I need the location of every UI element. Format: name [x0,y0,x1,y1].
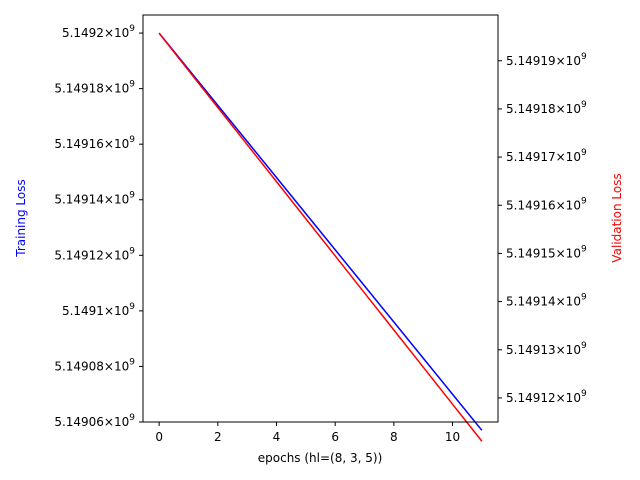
right-axis-label: Validation Loss [610,173,624,262]
left-tick-label: 5.14914×109 [54,191,135,207]
left-axis-label: Training Loss [14,179,28,257]
x-axis: 0 2 4 6 8 10 [155,422,460,444]
x-tick-label: 2 [214,430,222,444]
left-tick-label: 5.1492×109 [62,24,135,40]
left-tick-label: 5.14918×109 [54,80,135,96]
x-tick-label: 4 [273,430,281,444]
x-axis-label: epochs (hl=(8, 3, 5)) [258,451,383,465]
x-tick-label: 0 [155,430,163,444]
right-tick-label: 5.14918×109 [506,100,587,116]
right-tick-label: 5.14917×109 [506,148,587,164]
right-tick-label: 5.14916×109 [506,196,587,212]
left-tick-label: 5.14912×109 [54,246,135,262]
right-tick-label: 5.14914×109 [506,293,587,309]
right-tick-label: 5.14912×109 [506,389,587,405]
training-loss-line [158,32,483,431]
left-tick-label: 5.1491×109 [62,302,135,318]
right-tick-label: 5.14919×109 [506,52,587,68]
x-tick-label: 6 [331,430,339,444]
x-tick-label: 8 [390,430,398,444]
left-tick-label: 5.14906×109 [54,413,135,429]
right-tick-label: 5.14915×109 [506,244,587,260]
plot-lines [158,32,483,442]
plot-frame [142,14,499,423]
left-y-axis: 5.1492×109 5.14918×109 5.14916×109 5.14914×… [54,24,143,429]
right-tick-label: 5.14913×109 [506,341,587,357]
x-tick-label: 10 [445,430,460,444]
left-tick-label: 5.14916×109 [54,135,135,151]
right-y-axis: 5.14919×109 5.14918×109 5.14917×109 5.14916… [498,52,587,405]
left-tick-label: 5.14908×109 [54,357,135,373]
validation-loss-line [158,32,483,442]
